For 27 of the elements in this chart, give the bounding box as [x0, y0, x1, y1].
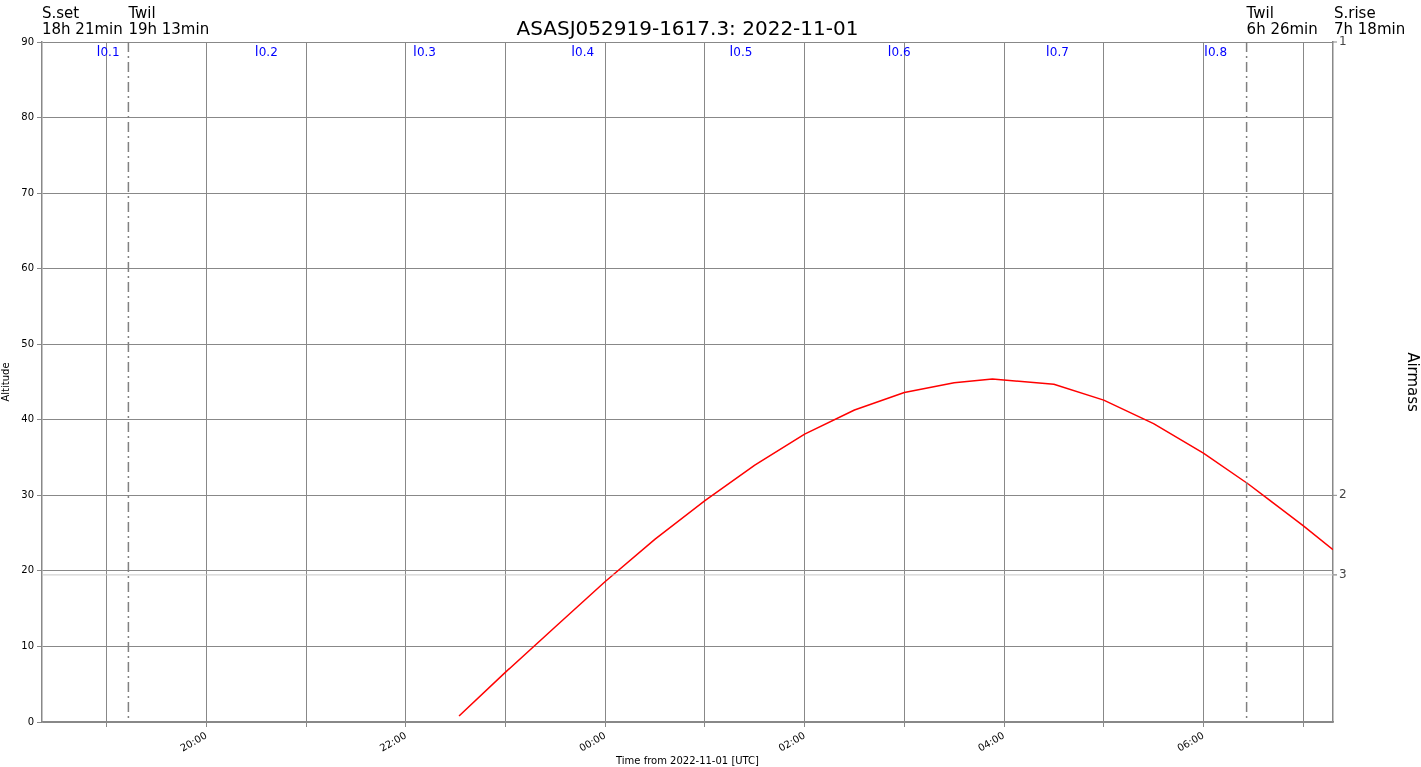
text: 3 — [1339, 567, 1347, 582]
ref-line-label: Twil 19h 13min — [127, 4, 210, 39]
chart-title: ASASJ052919-1617.3: 2022-11-01 — [516, 16, 859, 41]
y-tick-label: 90 — [21, 35, 34, 47]
y-axis-title: Altitude — [0, 362, 11, 402]
x2-tick-label: 0.6 — [891, 45, 911, 60]
y-tick-label: 40 — [21, 413, 34, 425]
y-tick-label: 30 — [21, 488, 34, 500]
y-tick-label: 50 — [21, 337, 34, 349]
y-tick-label: 20 — [21, 564, 34, 576]
x2-tick-label: 0.7 — [1049, 45, 1069, 60]
x2-tick-label: 0.5 — [733, 45, 753, 60]
y2-axis-title: Airmass — [1404, 352, 1421, 413]
y-tick-label: 10 — [21, 640, 34, 652]
text: S.set 18h 21min — [42, 4, 123, 39]
x2-tick-label: 0.1 — [100, 45, 120, 60]
ref-line-label: Twil 6h 26min — [1245, 4, 1318, 39]
text: 2 — [1339, 487, 1347, 502]
x2-tick-label: 0.8 — [1207, 45, 1228, 60]
x2-tick-label: 0.4 — [575, 45, 595, 60]
x2-tick-label: 0.2 — [258, 45, 278, 60]
x2-tick-label: 0.3 — [416, 45, 436, 60]
y-tick-label: 60 — [21, 262, 34, 274]
y-tick-label: 80 — [21, 111, 34, 123]
y-tick-label: 70 — [21, 186, 34, 198]
y-tick-label: 0 — [27, 715, 34, 727]
x-axis-title: Time from 2022-11-01 [UTC] — [614, 754, 760, 766]
